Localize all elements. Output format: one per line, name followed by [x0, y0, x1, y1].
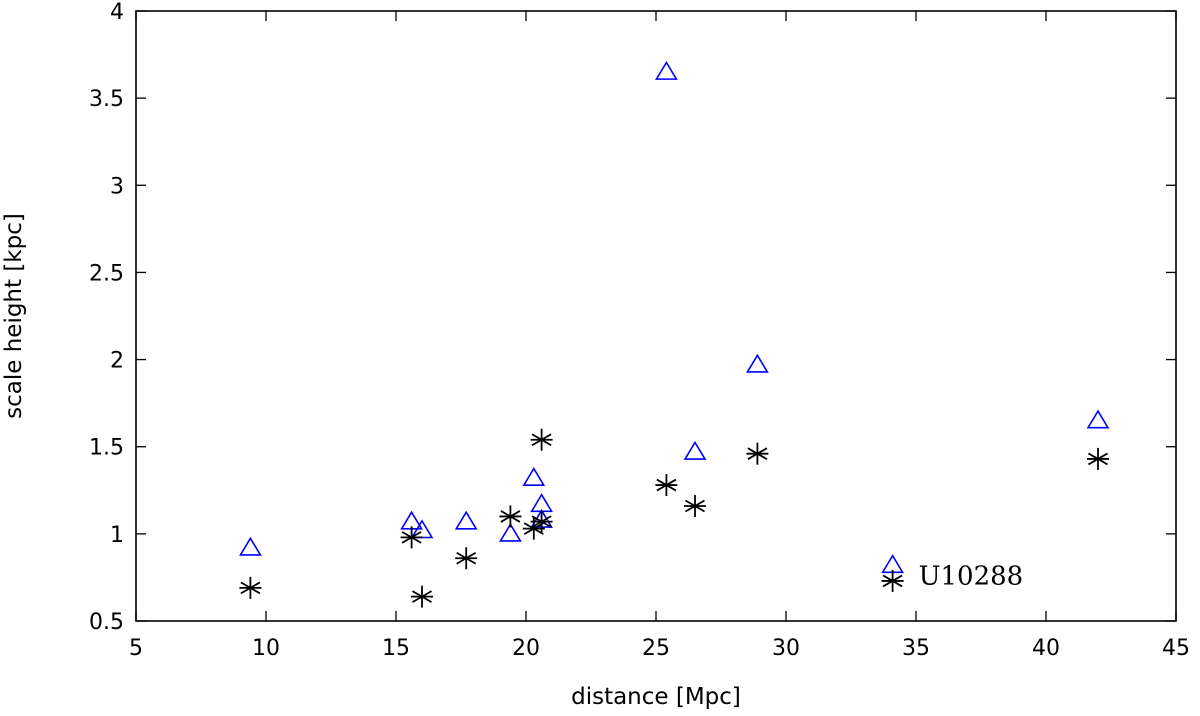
asterisk-point [499, 505, 522, 528]
x-tick-label: 40 [1032, 636, 1060, 661]
y-tick-label: 3.5 [89, 87, 124, 112]
triangle-point [454, 510, 478, 530]
x-tick-label: 25 [642, 636, 670, 661]
asterisk-point [455, 547, 478, 570]
triangle-point [522, 467, 546, 487]
asterisk-point [530, 428, 553, 451]
x-axis: 5 10 15 20 25 30 35 40 45 [129, 11, 1190, 661]
x-tick-label: 20 [512, 636, 540, 661]
asterisk-point [1087, 447, 1109, 470]
triangle-point [239, 536, 262, 556]
y-axis: 0.5 1 1.5 2 2.5 3 3.5 4 [89, 0, 1176, 635]
y-axis-label: scale height [kpc] [1, 213, 27, 419]
annotations: U10288 [919, 562, 1024, 592]
y-tick-label: 3 [110, 174, 124, 199]
y-tick-label: 1 [110, 523, 124, 548]
asterisk-point [684, 494, 706, 517]
triangle-point [881, 554, 904, 574]
data-points [239, 60, 1110, 608]
triangle-point [683, 440, 707, 460]
asterisk-point [411, 585, 433, 608]
asterisk-point [746, 442, 769, 465]
asterisk-point [400, 526, 423, 549]
y-tick-label: 2 [110, 349, 124, 374]
x-tick-label: 35 [902, 636, 930, 661]
y-tick-label: 1.5 [89, 436, 124, 461]
asterisk-point [881, 569, 904, 592]
triangle-point [655, 60, 678, 80]
x-tick-label: 15 [382, 636, 410, 661]
y-tick-label: 2.5 [89, 261, 124, 286]
triangle-point [499, 522, 522, 542]
x-tick-label: 5 [129, 636, 143, 661]
plot-frame [135, 10, 1177, 622]
asterisk-point [655, 474, 678, 497]
y-tick-label: 0.5 [89, 610, 124, 635]
asterisk-point [530, 510, 553, 533]
x-tick-label: 45 [1162, 636, 1190, 661]
point-annotation: U10288 [919, 562, 1024, 592]
x-tick-label: 10 [252, 636, 280, 661]
y-tick-label: 4 [110, 0, 124, 25]
triangle-point [1086, 409, 1110, 429]
x-axis-label: distance [Mpc] [571, 684, 741, 710]
x-tick-label: 30 [772, 636, 800, 661]
triangle-point [746, 353, 769, 373]
asterisk-point [239, 576, 262, 599]
